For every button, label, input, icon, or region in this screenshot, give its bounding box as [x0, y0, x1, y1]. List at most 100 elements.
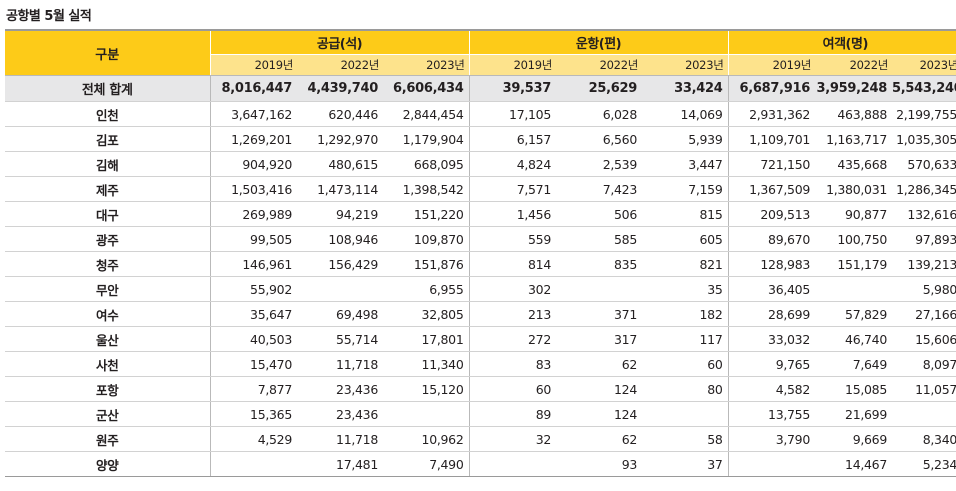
table-row: 청주 146,961 156,429 151,876 814 835 821 128,983 1…: [5, 251, 956, 277]
table-cell: 3,790: [727, 426, 815, 452]
table-cell: 3,959,248: [815, 75, 892, 102]
table-row: 원주 4,529 11,718 10,962 32 62 58 3,790 9,669 8,340: [5, 426, 956, 452]
table-cell: 62: [556, 426, 642, 452]
table-header: 구분 공급(석) 운항(편) 여객(명) 2019년 2022년 2023년 2…: [5, 29, 956, 76]
table-cell: 94,219: [297, 201, 383, 227]
table-cell: 721,150: [727, 151, 815, 177]
table-cell: 21,699: [815, 401, 892, 427]
year-header: 2023년: [892, 54, 956, 76]
group-header-flights: 운항(편): [468, 29, 728, 55]
table-cell: 23,436: [297, 376, 383, 402]
table-cell: [383, 401, 469, 427]
table-cell: 33,424: [642, 75, 728, 102]
table-row: 울산 40,503 55,714 17,801 272 317 117 33,032 46,74…: [5, 326, 956, 352]
table-cell: 11,057: [892, 376, 956, 402]
table-cell: [892, 401, 956, 427]
table-cell: 4,529: [210, 426, 297, 452]
table-cell: 585: [556, 226, 642, 252]
table-cell: 1,292,970: [297, 126, 383, 152]
table-cell: 108,946: [297, 226, 383, 252]
table-cell: 620,446: [297, 101, 383, 127]
row-label: 포항: [5, 376, 211, 402]
table-cell: 83: [468, 351, 556, 377]
table-cell: 559: [468, 226, 556, 252]
table-cell: 146,961: [210, 251, 297, 277]
row-label: 청주: [5, 251, 211, 277]
table-cell: [642, 401, 728, 427]
table-cell: 46,740: [815, 326, 892, 352]
table-cell: 1,035,305: [892, 126, 956, 152]
table-cell: 209,513: [727, 201, 815, 227]
table-cell: 99,505: [210, 226, 297, 252]
table-cell: 7,490: [383, 451, 469, 477]
group-header-supply: 공급(석): [210, 29, 469, 55]
table-cell: 821: [642, 251, 728, 277]
table-cell: 151,220: [383, 201, 469, 227]
table-cell: 9,765: [727, 351, 815, 377]
table-cell: 371: [556, 301, 642, 327]
table-cell: 90,877: [815, 201, 892, 227]
table-cell: 835: [556, 251, 642, 277]
table-cell: 39,537: [468, 75, 556, 102]
table-cell: 32: [468, 426, 556, 452]
table-cell: 815: [642, 201, 728, 227]
table-cell: 17,481: [297, 451, 383, 477]
table-cell: 8,340: [892, 426, 956, 452]
row-label: 김포: [5, 126, 211, 152]
table-cell: 100,750: [815, 226, 892, 252]
table-cell: 55,714: [297, 326, 383, 352]
row-label: 양양: [5, 451, 211, 477]
table-cell: 15,085: [815, 376, 892, 402]
table-cell: 17,105: [468, 101, 556, 127]
table-cell: 35: [642, 276, 728, 302]
table-cell: 15,120: [383, 376, 469, 402]
year-header: 2023년: [642, 54, 728, 76]
table-cell: 40,503: [210, 326, 297, 352]
table-cell: 7,649: [815, 351, 892, 377]
table-cell: 55,902: [210, 276, 297, 302]
table-cell: 80: [642, 376, 728, 402]
row-label: 김해: [5, 151, 211, 177]
table-cell: 35,647: [210, 301, 297, 327]
table-cell: 1,109,701: [727, 126, 815, 152]
row-label: 울산: [5, 326, 211, 352]
table-row: 인천 3,647,162 620,446 2,844,454 17,105 6,028 14…: [5, 101, 956, 127]
table-cell: 11,718: [297, 351, 383, 377]
table-row: 포항 7,877 23,436 15,120 60 124 80 4,582 15,085 11,…: [5, 376, 956, 402]
table-cell: 3,447: [642, 151, 728, 177]
table-cell: 89: [468, 401, 556, 427]
table-cell: 2,844,454: [383, 101, 469, 127]
table-cell: 7,159: [642, 176, 728, 202]
table-cell: 36,405: [727, 276, 815, 302]
table-cell: [556, 276, 642, 302]
row-label: 사천: [5, 351, 211, 377]
table-row: 대구 269,989 94,219 151,220 1,456 506 815 209,513…: [5, 201, 956, 227]
table-cell: 37: [642, 451, 728, 477]
year-header: 2019년: [468, 54, 556, 76]
table-cell: 2,931,362: [727, 101, 815, 127]
table-cell: 156,429: [297, 251, 383, 277]
table-cell: 8,097: [892, 351, 956, 377]
table-cell: 58: [642, 426, 728, 452]
table-cell: 32,805: [383, 301, 469, 327]
table-cell: 25,629: [556, 75, 642, 102]
table-cell: 93: [556, 451, 642, 477]
table-row: 양양 17,481 7,490 93 37 14,467 5,234: [5, 451, 956, 477]
table-cell: 1,398,542: [383, 176, 469, 202]
table-cell: 33,032: [727, 326, 815, 352]
table-cell: 605: [642, 226, 728, 252]
table-cell: 7,877: [210, 376, 297, 402]
year-header: 2019년: [210, 54, 297, 76]
table-cell: 5,939: [642, 126, 728, 152]
table-row: 사천 15,470 11,718 11,340 83 62 60 9,765 7,649 8,09…: [5, 351, 956, 377]
table-cell: 506: [556, 201, 642, 227]
table-cell: 14,467: [815, 451, 892, 477]
table-cell: 7,571: [468, 176, 556, 202]
year-header: 2022년: [556, 54, 642, 76]
row-label: 대구: [5, 201, 211, 227]
table-row: 김포 1,269,201 1,292,970 1,179,904 6,157 6,560 5…: [5, 126, 956, 152]
table-cell: 4,582: [727, 376, 815, 402]
table-cell: 3,647,162: [210, 101, 297, 127]
table-cell: 6,028: [556, 101, 642, 127]
table-cell: [815, 276, 892, 302]
